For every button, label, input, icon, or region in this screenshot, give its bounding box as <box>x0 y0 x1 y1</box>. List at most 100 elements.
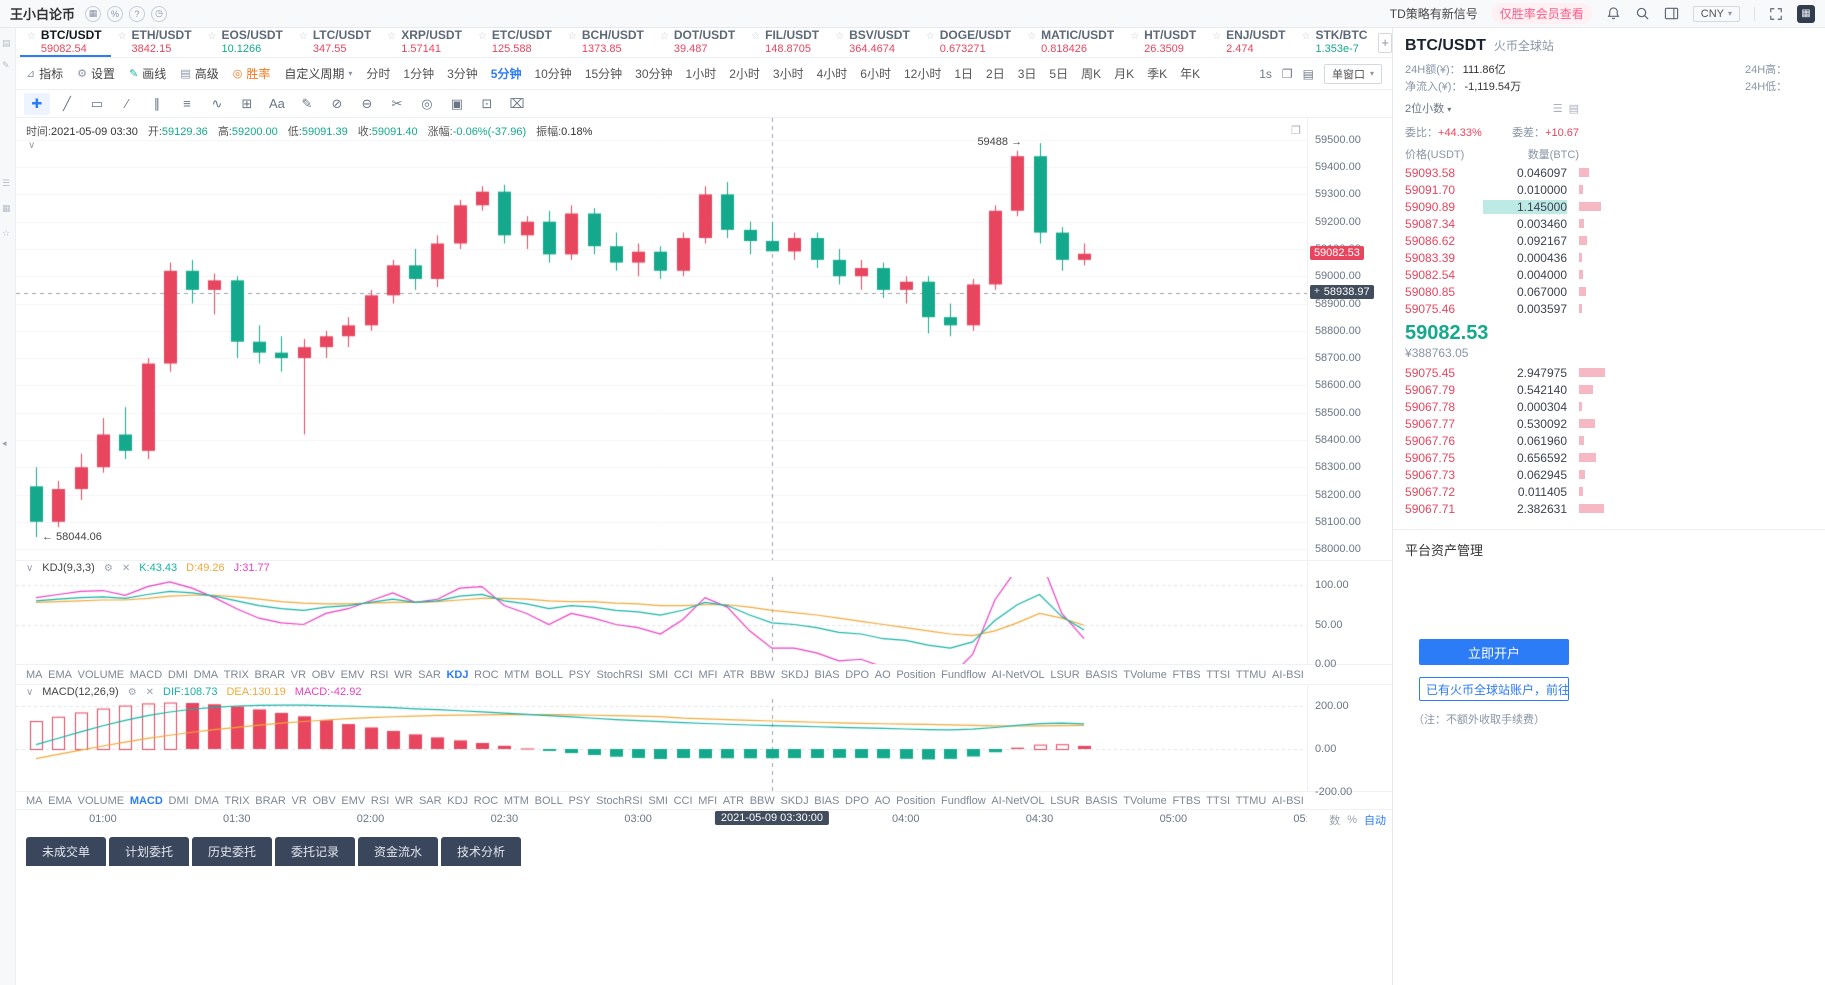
kdj-close-icon[interactable]: ✕ <box>121 562 131 574</box>
indicator-stochrsi[interactable]: StochRSI <box>596 668 643 681</box>
history-icon[interactable]: ◷ <box>151 5 168 22</box>
indicator-ema[interactable]: EMA <box>48 668 72 681</box>
bid-row[interactable]: 59067.77 0.530092 <box>1393 415 1825 432</box>
pair-tab-bsv-usdt[interactable]: ☆ BSV/USDT 364.4674 <box>828 28 919 57</box>
remove-drawing-icon[interactable]: ⊖ <box>361 95 373 111</box>
timeframe-1-[interactable]: 1日 <box>954 67 974 81</box>
timeframe-1-[interactable]: 1小时 <box>685 67 717 81</box>
bottom-tab--[interactable]: 未成交单 <box>25 837 106 866</box>
favorite-star-icon[interactable]: ☆ <box>751 31 761 42</box>
bid-row[interactable]: 59075.45 2.947975 <box>1393 364 1825 381</box>
axis-option--[interactable]: % <box>1347 813 1358 826</box>
timeframe-2-[interactable]: 2小时 <box>729 67 760 81</box>
indicator-volume[interactable]: VOLUME <box>77 668 125 681</box>
timeframe-2-[interactable]: 2日 <box>986 67 1005 81</box>
open-account-button[interactable]: 立即开户 <box>1419 639 1570 665</box>
collapse-icon[interactable]: ∨ <box>25 686 34 698</box>
brush-icon[interactable]: ✎ <box>301 95 313 111</box>
vip-link[interactable]: 仅胜率会员查看 <box>1491 3 1592 24</box>
indicator-tvolume[interactable]: TVolume <box>1123 668 1167 681</box>
pair-tab-fil-usdt[interactable]: ☆ FIL/USDT 148.8705 <box>744 28 828 57</box>
indicator-basis[interactable]: BASIS <box>1085 794 1118 807</box>
template-icon[interactable]: ▣ <box>450 95 464 111</box>
bottom-tab--[interactable]: 历史委托 <box>191 837 272 866</box>
indicator-mtm[interactable]: MTM <box>504 668 530 681</box>
indicator-psy[interactable]: PSY <box>568 668 591 681</box>
currency-select[interactable]: CNY ▾ <box>1692 5 1740 22</box>
indicator-obv[interactable]: OBV <box>312 794 336 807</box>
crosshair-icon[interactable]: ✚ <box>23 92 50 115</box>
bid-row[interactable]: 59067.73 0.062945 <box>1393 466 1825 483</box>
indicator-macd[interactable]: MACD <box>129 794 163 807</box>
bid-row[interactable]: 59067.76 0.061960 <box>1393 432 1825 449</box>
timeframe-4-[interactable]: 4小时 <box>816 67 848 81</box>
indicator-dma[interactable]: DMA <box>194 794 219 807</box>
pair-tab-stk-btc[interactable]: ☆ STK/BTC 1.353e-7 <box>1294 28 1376 57</box>
pair-tab-etc-usdt[interactable]: ☆ ETC/USDT 125.588 <box>471 28 561 57</box>
ask-row[interactable]: 59082.54 0.004000 <box>1393 266 1825 283</box>
timeframe-5-[interactable]: 5日 <box>1049 67 1069 81</box>
timeframe-15-[interactable]: 15分钟 <box>584 67 623 81</box>
indicator-trix[interactable]: TRIX <box>223 668 249 681</box>
axis-option--[interactable]: 自动 <box>1364 814 1387 827</box>
indicator-tvolume[interactable]: TVolume <box>1123 794 1167 807</box>
ask-row[interactable]: 59091.70 0.010000 <box>1393 181 1825 198</box>
indicator-ai-bsi[interactable]: AI-BSI <box>1272 668 1304 681</box>
segment-icon[interactable]: ╱ <box>63 95 71 111</box>
favorite-star-icon[interactable]: ☆ <box>659 31 669 42</box>
ask-row[interactable]: 59090.89 1.145000 <box>1393 198 1825 215</box>
macd-close-icon[interactable]: ✕ <box>145 686 155 698</box>
indicator-mtm[interactable]: MTM <box>503 794 529 807</box>
kdj-canvas[interactable] <box>15 577 1307 664</box>
rail-star-icon[interactable]: ☆ <box>2 228 11 238</box>
interval-label[interactable]: 1s <box>1259 66 1272 81</box>
indicator-ttsi[interactable]: TTSI <box>1206 668 1231 681</box>
workspace-switch-icon[interactable]: ▦ <box>1797 4 1815 23</box>
wave-icon[interactable]: ∿ <box>211 95 223 111</box>
axis-option--[interactable]: 数 <box>1329 814 1341 827</box>
pair-tab-ltc-usdt[interactable]: ☆ LTC/USDT 347.55 <box>292 28 380 57</box>
indicator-volume[interactable]: VOLUME <box>77 794 125 807</box>
indicator-ma[interactable]: MA <box>25 794 43 807</box>
indicator-cci[interactable]: CCI <box>673 794 693 807</box>
indicator-position[interactable]: Position <box>896 668 936 681</box>
indicator-ai-bsi[interactable]: AI-BSI <box>1272 794 1304 807</box>
multi-chart-icon[interactable]: ▤ <box>1302 66 1314 81</box>
candle-plot[interactable]: 时间:2021-05-09 03:30 开:59129.36 高:59200.00 低… <box>15 118 1307 560</box>
indicator-ai-netvol[interactable]: AI-NetVOL <box>991 668 1045 681</box>
favorite-star-icon[interactable]: ☆ <box>567 31 577 42</box>
bid-row[interactable]: 59067.79 0.542140 <box>1393 381 1825 398</box>
pair-tab-ht-usdt[interactable]: ☆ HT/USDT 26.3509 <box>1123 28 1205 57</box>
indicator-emv[interactable]: EMV <box>340 668 365 681</box>
window-mode-select[interactable]: 单窗口 ▾ <box>1324 63 1383 84</box>
indicator-ao[interactable]: AO <box>874 668 891 681</box>
indicator-basis[interactable]: BASIS <box>1085 668 1118 681</box>
indicator-ttsi[interactable]: TTSI <box>1206 794 1231 807</box>
indicator-roc[interactable]: ROC <box>474 668 499 681</box>
indicator-boll[interactable]: BOLL <box>534 668 564 681</box>
indicator-wr[interactable]: WR <box>394 668 413 681</box>
fibonacci-icon[interactable]: ⊞ <box>241 95 253 111</box>
timeframe--k[interactable]: 月K <box>1114 67 1135 81</box>
trendline-icon[interactable]: ∕ <box>125 96 129 111</box>
indicator-skdj[interactable]: SKDJ <box>780 668 809 681</box>
timeframe-12-[interactable]: 12小时 <box>903 67 942 81</box>
ask-row[interactable]: 59087.34 0.003460 <box>1393 215 1825 232</box>
legend-collapse-icon[interactable]: ∨ <box>27 140 36 151</box>
indicator-ema[interactable]: EMA <box>48 794 72 807</box>
bid-row[interactable]: 59067.72 0.011405 <box>1393 483 1825 500</box>
timeframe-1-[interactable]: 1分钟 <box>403 67 435 81</box>
indicator-ao[interactable]: AO <box>874 794 891 807</box>
indicator-boll[interactable]: BOLL <box>534 794 563 807</box>
ask-row[interactable]: 59075.46 0.003597 <box>1393 300 1825 317</box>
indicator-fundflow[interactable]: Fundflow <box>941 668 986 681</box>
rail-draw-icon[interactable]: ✎ <box>2 60 10 70</box>
workspace-icon[interactable]: ▦ <box>85 5 102 22</box>
indicator-dpo[interactable]: DPO <box>845 794 869 807</box>
indicator-ttmu[interactable]: TTMU <box>1235 668 1267 681</box>
macd-canvas[interactable] <box>15 699 1307 791</box>
help-icon[interactable]: ? <box>129 5 146 22</box>
rectangle-icon[interactable]: ▭ <box>90 95 104 111</box>
indicator-dmi[interactable]: DMI <box>167 668 188 681</box>
timeframe-6-[interactable]: 6小时 <box>860 67 891 81</box>
